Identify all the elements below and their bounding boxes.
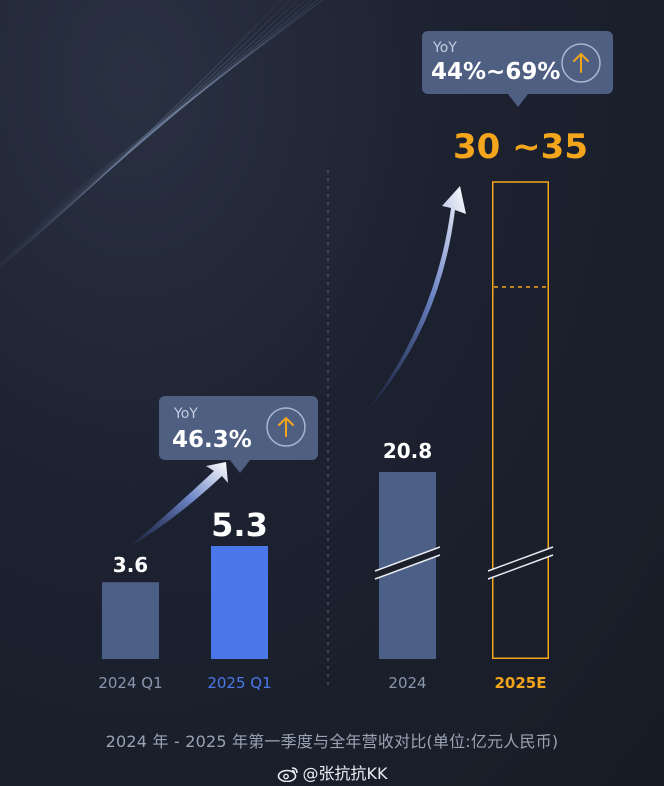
callout-value: 46.3% bbox=[172, 427, 252, 453]
bar-value-label: 30 ~35 bbox=[453, 127, 588, 167]
axis-break-line bbox=[374, 546, 441, 580]
x-tick-label: 2025 Q1 bbox=[207, 674, 271, 692]
chart-caption: 2024 年 - 2025 年第一季度与全年营收对比(单位:亿元人民币) bbox=[105, 732, 559, 751]
bar-value-label: 5.3 bbox=[211, 506, 268, 544]
arrow-up-icon bbox=[266, 407, 306, 447]
weibo-logo-icon bbox=[277, 767, 298, 782]
x-tick-label: 2024 Q1 bbox=[98, 674, 162, 692]
bar-value-label: 20.8 bbox=[383, 439, 432, 463]
light-streak bbox=[43, 0, 324, 217]
callout-label: YoY bbox=[173, 406, 198, 422]
callout-value: 44%~69% bbox=[431, 59, 560, 85]
x-tick-label: 2025E bbox=[495, 674, 547, 692]
callout-label: YoY bbox=[432, 40, 457, 56]
watermark-handle: @张抗抗KK bbox=[302, 764, 388, 783]
bar-2025e bbox=[492, 181, 549, 659]
axis-break bbox=[486, 547, 555, 579]
axis-break bbox=[373, 547, 442, 579]
axis-break-line bbox=[487, 546, 554, 580]
arrow-up-icon bbox=[561, 43, 601, 83]
watermark: @张抗抗KK bbox=[0, 760, 664, 784]
growth-arrow-q1 bbox=[128, 462, 228, 548]
yoy-callout-q1: YoY 46.3% bbox=[159, 396, 318, 473]
bar-2024-q1 bbox=[102, 582, 159, 659]
background-light-streaks bbox=[0, 0, 324, 268]
growth-arrow-annual bbox=[366, 186, 466, 412]
bar-value-label: 3.6 bbox=[113, 553, 148, 577]
bar-2025-q1 bbox=[211, 546, 268, 659]
light-streak bbox=[0, 0, 291, 266]
light-streak bbox=[29, 0, 319, 231]
light-streak bbox=[0, 0, 299, 263]
x-tick-label: 2024 bbox=[388, 674, 426, 692]
yoy-callout-annual: YoY 44%~69% bbox=[422, 31, 613, 107]
